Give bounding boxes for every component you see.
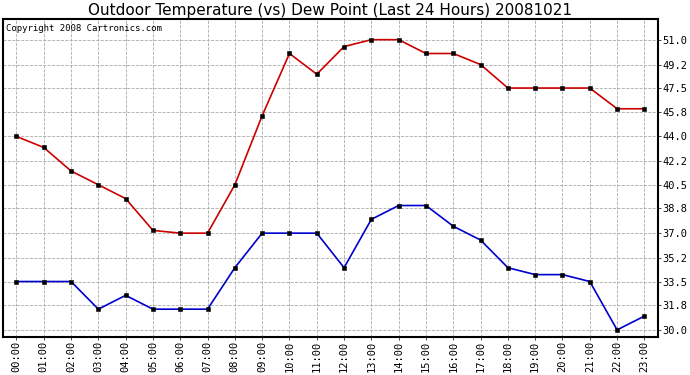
Text: Copyright 2008 Cartronics.com: Copyright 2008 Cartronics.com <box>6 24 162 33</box>
Title: Outdoor Temperature (vs) Dew Point (Last 24 Hours) 20081021: Outdoor Temperature (vs) Dew Point (Last… <box>88 3 573 18</box>
